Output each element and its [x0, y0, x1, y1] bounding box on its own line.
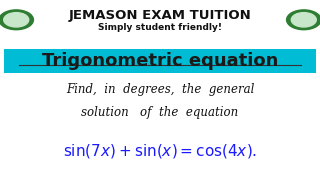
FancyBboxPatch shape — [4, 73, 316, 180]
Text: $\sin(7x)+\sin(x)=\cos(4x).$: $\sin(7x)+\sin(x)=\cos(4x).$ — [63, 142, 257, 160]
Circle shape — [287, 10, 320, 30]
Text: Simply student friendly!: Simply student friendly! — [98, 23, 222, 32]
Circle shape — [0, 10, 33, 30]
Text: solution   of  the  equation: solution of the equation — [81, 106, 239, 119]
Circle shape — [291, 13, 316, 27]
Text: Trigonometric equation: Trigonometric equation — [42, 52, 278, 70]
FancyBboxPatch shape — [4, 0, 316, 68]
FancyBboxPatch shape — [4, 49, 316, 73]
Text: JEMASON EXAM TUITION: JEMASON EXAM TUITION — [68, 9, 252, 22]
Text: Find,  in  degrees,  the  general: Find, in degrees, the general — [66, 83, 254, 96]
Circle shape — [4, 13, 29, 27]
